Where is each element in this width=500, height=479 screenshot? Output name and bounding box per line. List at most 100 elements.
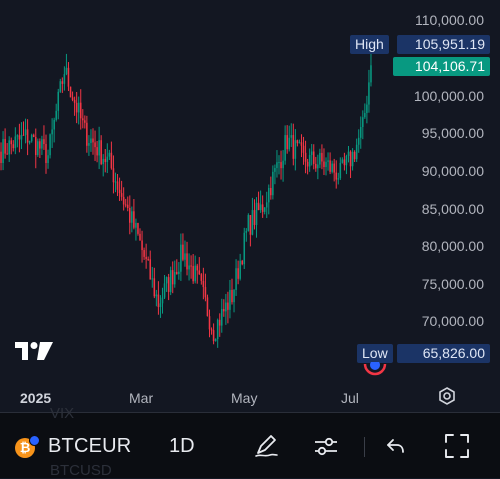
y-tick-label: 100,000.00: [413, 88, 484, 104]
candle-body: [235, 268, 237, 290]
candle-body: [86, 122, 88, 146]
candle-body: [368, 82, 370, 105]
candle-body: [364, 113, 366, 118]
candle-body: [147, 258, 149, 260]
candle-body: [341, 159, 344, 163]
ghost-symbol-bottom: BTCUSD: [50, 462, 112, 479]
candle-body: [171, 270, 174, 285]
candle-body: [300, 142, 303, 146]
candle-body: [343, 159, 346, 166]
candle-body: [241, 260, 243, 265]
candle-body: [335, 172, 338, 180]
candle-body: [308, 154, 311, 167]
candle-body: [137, 222, 139, 234]
candle-body: [59, 81, 62, 92]
candle-body: [190, 265, 192, 267]
candle-body: [265, 202, 268, 208]
candle-body: [208, 316, 211, 330]
candle-body: [184, 253, 186, 260]
candle-body: [186, 253, 188, 270]
candle-body: [8, 140, 10, 155]
candle-body: [253, 210, 256, 225]
fullscreen-icon[interactable]: [444, 433, 470, 459]
candle-body: [312, 151, 315, 164]
interval-button[interactable]: 1D: [169, 435, 195, 457]
candle-body: [102, 158, 104, 165]
divider: [0, 412, 500, 413]
candle-body: [194, 265, 196, 282]
candle-body: [141, 240, 143, 251]
candle-body: [204, 287, 207, 298]
candle-body: [39, 141, 41, 149]
symbol-button[interactable]: BTCEUR: [48, 435, 132, 457]
candle-body: [290, 135, 293, 138]
candle-body: [159, 303, 162, 308]
candle-body: [71, 97, 74, 100]
candle-body: [88, 143, 90, 146]
candle-body: [220, 308, 223, 326]
candle-body: [268, 187, 270, 203]
candle-body: [351, 151, 354, 167]
candle-body: [298, 142, 301, 144]
candle-body: [73, 99, 76, 103]
candle-body: [180, 244, 182, 272]
candle-body: [4, 138, 6, 154]
currency-badge-icon: [29, 435, 40, 446]
candle-body: [151, 278, 154, 280]
candle-body: [30, 134, 33, 142]
candle-body: [45, 144, 47, 163]
undo-icon[interactable]: [385, 435, 407, 457]
candle-body: [14, 136, 17, 149]
candle-body: [357, 137, 360, 145]
bottom-toolbar: [0, 413, 500, 478]
pen-icon[interactable]: [253, 433, 279, 459]
candle-body: [329, 160, 331, 172]
candle-body: [37, 141, 39, 155]
candle-body: [6, 153, 8, 155]
candle-body: [231, 289, 233, 303]
candle-body: [178, 271, 180, 275]
candle-body: [155, 294, 158, 297]
candle-body: [0, 151, 2, 163]
candle-body: [304, 152, 307, 162]
candle-body: [110, 152, 113, 169]
candle-body: [366, 104, 368, 114]
candle-body: [292, 135, 295, 159]
candle-body: [43, 139, 45, 145]
toolbar-divider: [364, 437, 365, 457]
sliders-icon[interactable]: [313, 433, 339, 459]
candle-body: [120, 193, 123, 197]
candle-body: [288, 137, 290, 150]
price-chart[interactable]: [0, 0, 500, 410]
candle-body: [319, 152, 321, 165]
candle-body: [79, 102, 82, 119]
candle-body: [225, 302, 227, 312]
candle-body: [2, 138, 4, 163]
x-tick-label: Mar: [129, 390, 154, 406]
event-marker-icon[interactable]: [363, 362, 387, 378]
candle-body: [122, 196, 125, 205]
candle-body: [75, 102, 78, 113]
candle-body: [302, 145, 305, 153]
candle-body: [153, 278, 156, 297]
candle-body: [257, 202, 260, 211]
candle-body: [65, 67, 68, 75]
candle-body: [163, 283, 166, 298]
candle-body: [229, 289, 231, 310]
candle-body: [169, 270, 172, 292]
gear-icon[interactable]: [437, 386, 457, 406]
x-tick-label: May: [231, 390, 258, 406]
y-tick-label: 95,000.00: [421, 125, 484, 141]
y-tick-label: 110,000.00: [414, 12, 484, 28]
candle-body: [317, 164, 319, 169]
candle-body: [255, 202, 258, 225]
candle-body: [10, 140, 13, 145]
candle-body: [98, 140, 100, 156]
y-tick-label: 70,000.00: [421, 313, 484, 329]
candle-body: [286, 135, 288, 150]
candle-body: [145, 256, 147, 259]
candle-body: [198, 270, 201, 275]
candle-body: [20, 134, 23, 140]
candle-body: [57, 91, 60, 111]
candle-body: [126, 204, 129, 208]
